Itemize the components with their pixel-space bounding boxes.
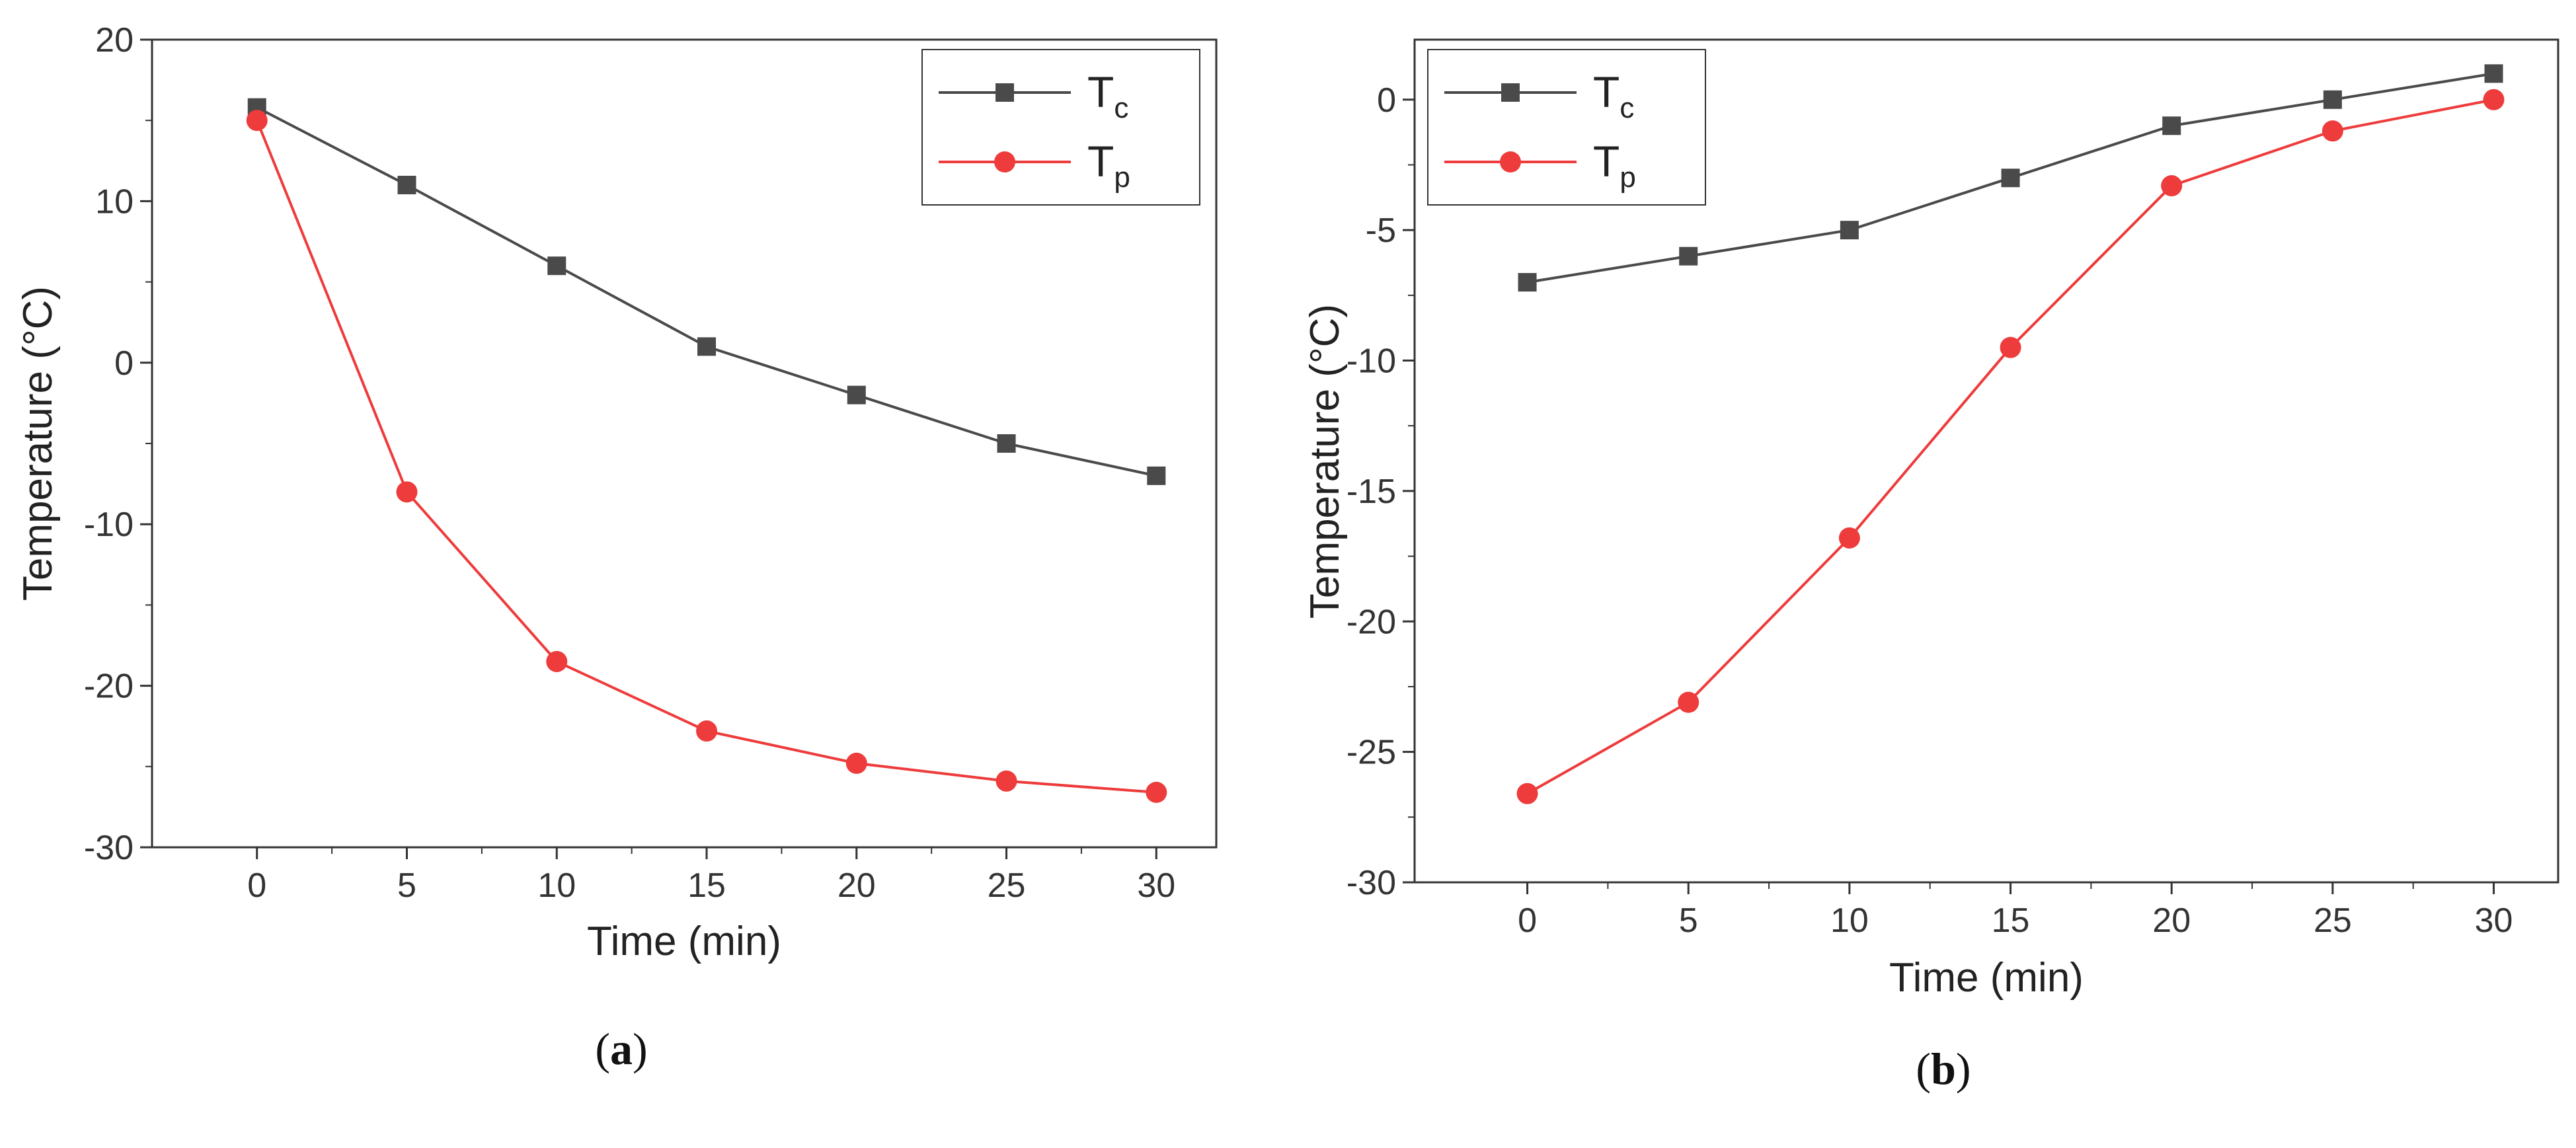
chart-b-ytick-label: -10 [1347,342,1396,381]
chart-b-xtick-label: 30 [2475,901,2513,940]
chart-a-point-tp [995,770,1017,792]
chart-b-point-tc [1518,273,1537,292]
chart-a-xtick-label: 5 [397,866,416,905]
chart-a-point-tc [547,256,566,276]
chart-b-ytick-label: -5 [1366,211,1396,250]
chart-b-plot-frame [1413,38,2559,884]
chart-a-caption-letter: a [610,1024,633,1074]
chart-a-point-tp [696,720,718,742]
chart-b-point-tc [2001,169,2020,188]
chart-b-legend-tc-marker [1501,83,1520,102]
chart-a-series-tp-line [255,120,1157,794]
chart-a-ytick-label: -10 [84,506,134,544]
chart-b-point-tc [1679,247,1698,266]
chart-a-xtick-label: 10 [537,866,576,905]
chart-a-ytick-label: 10 [95,182,134,221]
chart-b-point-tc [2484,64,2503,83]
chart-b-point-tc [1840,221,1859,240]
chart-a-xtick-label: 20 [838,866,876,905]
chart-a-xtick-label: 25 [988,866,1026,905]
chart-a-xtick-label: 15 [687,866,726,905]
chart-a-ytick-label: 20 [95,21,134,59]
chart-a: 0 5 10 15 20 25 30 20 10 0 -10 -20 -30 Tc Tp Time (mi… [15,21,1218,1074]
chart-a-legend: Tc Tp [921,49,1200,206]
chart-b-xtick-label: 5 [1679,901,1698,940]
chart-b-point-tp [1678,691,1699,713]
chart-a-point-tc [847,385,866,404]
chart-b-ytick-label: -25 [1347,734,1396,772]
chart-a-xtick-label: 0 [247,866,266,905]
chart-b-ytick-label: 0 [1377,81,1396,120]
chart-a-ytick-label: -20 [84,668,134,706]
chart-a-point-tc [1147,466,1166,485]
chart-a-point-tc [997,434,1016,453]
chart-a-legend-tp-label: Tp [1087,137,1130,194]
chart-b-ticks: 0 5 10 15 20 25 30 0 -5 -10 -15 -20 -25 -30 [1347,81,2513,940]
chart-a-legend-tc-label: Tc [1087,67,1128,124]
chart-b-point-tp [2322,120,2343,142]
chart-b-legend-tp-label: Tp [1593,137,1636,194]
chart-a-point-tc [697,337,717,356]
chart-b-legend-tc-label: Tc [1593,67,1634,124]
chart-b-point-tp [2000,336,2021,358]
chart-a-ticks: 0 5 10 15 20 25 30 20 10 0 -10 -20 -30 [84,21,1175,905]
chart-b: 0 5 10 15 20 25 30 0 -5 -10 -15 -20 -25 -30 Tc Tp Time… [1302,38,2559,1094]
chart-b-point-tc [2162,116,2181,135]
chart-b-caption-letter: b [1931,1044,1956,1094]
chart-b-xlabel: Time (min) [1889,955,2084,1001]
chart-a-legend-tc-marker [995,83,1014,102]
chart-b-xtick-label: 20 [2152,901,2191,940]
chart-a-point-tp [246,110,268,132]
chart-a-point-tp [845,752,867,774]
chart-b-ytick-label: -20 [1347,603,1396,641]
chart-b-xtick-label: 15 [1992,901,2030,940]
chart-a-legend-box [921,49,1200,206]
chart-a-series-markers [246,98,1167,803]
chart-a-point-tp [396,481,418,503]
chart-b-ylabel: Temperature (°C) [1302,304,1348,619]
chart-b-ytick-label: -30 [1347,864,1396,902]
chart-b-point-tp [1838,527,1860,549]
chart-a-series-lines [255,106,1157,794]
chart-a-caption: (a) [595,1024,647,1074]
chart-b-xtick-label: 25 [2314,901,2352,940]
chart-b-xtick-label: 0 [1518,901,1537,940]
chart-a-legend-tp-marker [994,151,1015,172]
chart-b-point-tp [1516,783,1538,804]
chart-b-point-tc [2323,90,2342,109]
chart-b-point-tp [2483,89,2505,110]
chart-b-series-markers [1516,64,2505,804]
chart-a-ytick-label: -30 [84,829,134,867]
chart-a-xlabel: Time (min) [587,919,781,964]
chart-b-xtick-label: 10 [1830,901,1869,940]
chart-b-ytick-label: -15 [1347,473,1396,511]
chart-a-ylabel: Temperature (°C) [15,286,61,601]
chart-a-point-tc [397,175,416,194]
chart-a-point-tp [1146,781,1167,803]
chart-b-caption: (b) [1916,1044,1971,1094]
chart-b-legend-box [1427,49,1706,206]
chart-b-point-tp [2161,175,2183,197]
chart-b-legend-tp-marker [1500,151,1521,172]
chart-a-ytick-label: 0 [114,344,134,383]
chart-a-point-tp [546,650,568,672]
chart-a-xtick-label: 30 [1137,866,1175,905]
chart-b-legend: Tc Tp [1427,49,1706,206]
